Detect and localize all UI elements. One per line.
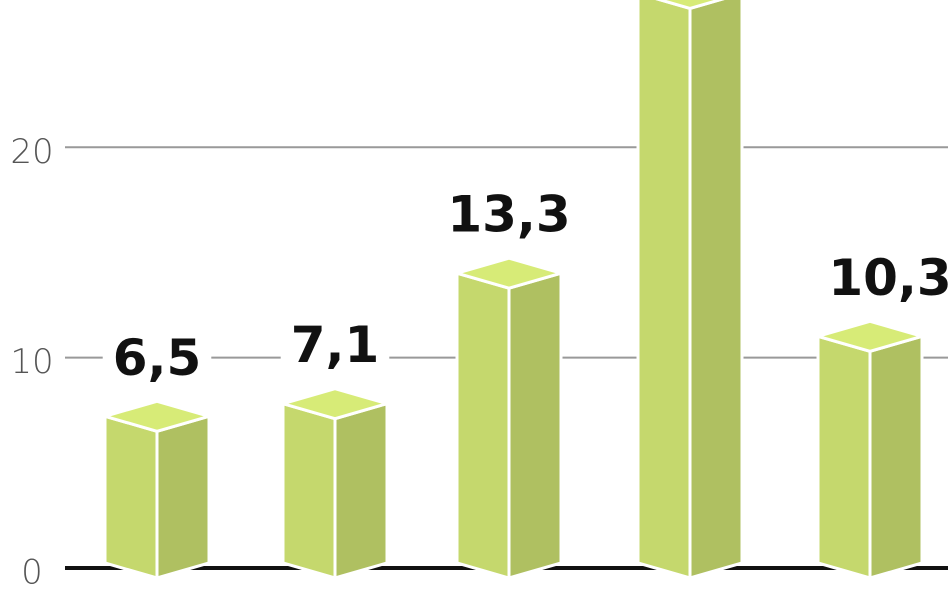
bar-top <box>277 387 393 421</box>
bar-side <box>333 401 389 580</box>
bar-side <box>688 0 744 580</box>
bar-top <box>451 256 567 290</box>
bar <box>277 387 393 580</box>
value-label: 13,3 <box>447 186 570 244</box>
bar-top <box>655 0 725 10</box>
label-bg <box>280 316 390 375</box>
label-bg <box>818 248 948 307</box>
y-tick-label: 0 <box>21 553 43 593</box>
bar-front <box>816 334 872 580</box>
bar-front <box>455 271 511 580</box>
bar-front <box>103 414 159 580</box>
y-tick-label: 20 <box>10 132 53 172</box>
bar-top <box>812 319 928 353</box>
bar-side <box>507 271 563 580</box>
label-bg <box>102 328 212 387</box>
value-label: 10,3 <box>828 249 948 307</box>
bar-side <box>155 414 211 580</box>
bar-front <box>281 401 337 580</box>
bar <box>812 319 928 580</box>
bar-side <box>868 334 924 580</box>
value-label: 7,1 <box>291 316 380 374</box>
bar <box>636 0 744 580</box>
bar-top <box>99 399 215 433</box>
bar-front <box>636 0 692 580</box>
label-bg <box>437 185 581 244</box>
bar <box>99 399 215 580</box>
bar <box>451 256 567 580</box>
y-tick-label: 10 <box>10 342 53 382</box>
value-label: 6,5 <box>113 329 202 387</box>
